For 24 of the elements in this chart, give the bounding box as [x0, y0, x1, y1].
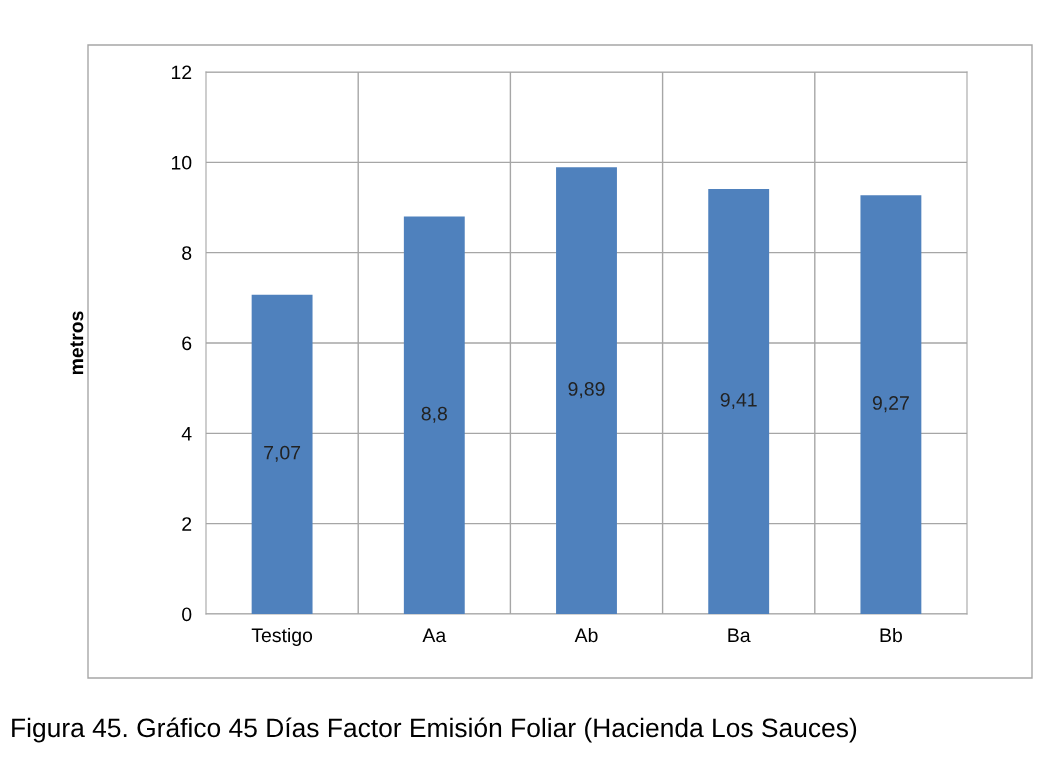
bar [251, 294, 313, 614]
bar [403, 216, 465, 614]
y-tick-label: 4 [181, 427, 192, 441]
x-tick-label: Aa [422, 628, 447, 643]
data-label: 9,41 [720, 392, 757, 410]
data-label: 9,89 [568, 382, 605, 399]
y-tick-label: 6 [182, 336, 192, 351]
text: Figura 45. Gráfico 45 Días Factor Emisión Foliar (Hacienda Los Sauces) [12, 717, 857, 743]
y-tick-label: 10 [171, 155, 192, 170]
y-tick-label: 0 [182, 607, 192, 622]
x-tick-label: Bb [880, 627, 902, 643]
bar [708, 188, 770, 614]
x-tick-label: Ba [728, 628, 751, 643]
bar [860, 195, 922, 614]
y-tick-label: 12 [171, 65, 192, 80]
data-label: 9,27 [872, 396, 909, 413]
data-label: 7,07 [264, 445, 301, 462]
bar [556, 167, 617, 614]
y-tick-label: 8 [182, 246, 192, 260]
y-axis-title: metros [70, 311, 84, 375]
data-label: 8,8 [421, 406, 447, 423]
x-tick-label: Ab [574, 627, 598, 643]
x-tick-label: Testigo [251, 627, 313, 647]
y-tick-label: 2 [182, 517, 192, 531]
